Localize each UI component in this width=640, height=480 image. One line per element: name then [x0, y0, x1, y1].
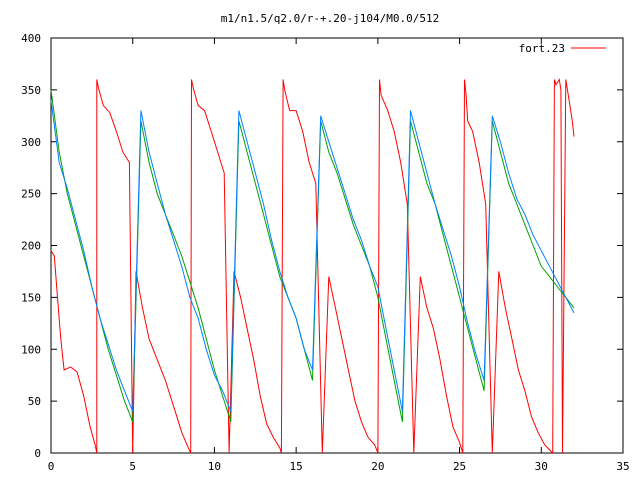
x-tick-label: 35 — [616, 460, 629, 473]
series-line-3 — [50, 100, 575, 412]
series-line-1 — [50, 78, 575, 455]
y-tick-label: 350 — [21, 84, 41, 97]
x-tick-label: 30 — [535, 460, 548, 473]
y-tick-label: 150 — [21, 291, 41, 304]
legend-label: fort.23 — [519, 42, 565, 55]
y-tick-label: 100 — [21, 343, 41, 356]
x-tick-label: 0 — [48, 460, 55, 473]
y-tick-label: 200 — [21, 240, 41, 253]
x-tick-label: 5 — [129, 460, 136, 473]
chart-title: m1/n1.5/q2.0/r-+.20-j104/M0.0/512 — [221, 12, 440, 25]
y-tick-label: 250 — [21, 188, 41, 201]
x-tick-label: 15 — [290, 460, 303, 473]
y-tick-label: 400 — [21, 32, 41, 45]
y-tick-label: 300 — [21, 136, 41, 149]
series-layer — [50, 78, 575, 455]
legend: fort.23 — [519, 42, 606, 55]
x-tick-label: 25 — [453, 460, 466, 473]
y-tick-label: 0 — [34, 447, 41, 460]
y-tick-label: 50 — [28, 395, 41, 408]
x-tick-label: 10 — [208, 460, 221, 473]
x-tick-label: 20 — [371, 460, 384, 473]
